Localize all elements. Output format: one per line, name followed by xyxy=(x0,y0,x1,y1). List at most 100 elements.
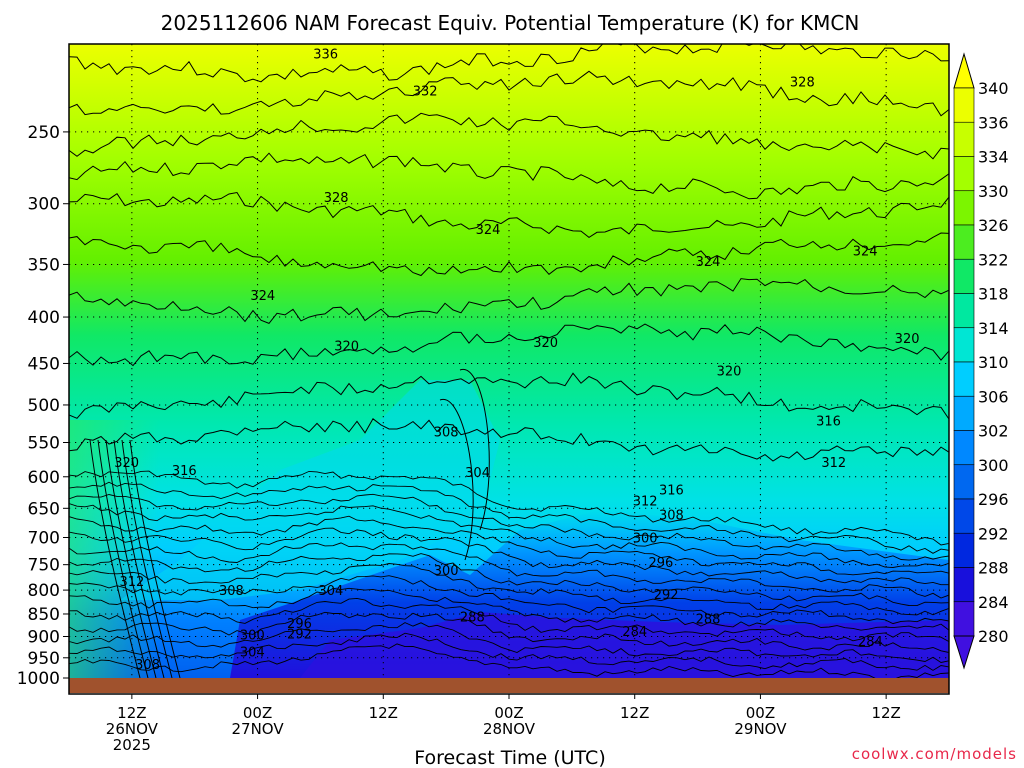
contour-label: 328 xyxy=(324,191,349,206)
colorbar-swatch xyxy=(953,464,975,500)
colorbar-swatch xyxy=(953,258,975,294)
contour-label: 288 xyxy=(460,610,485,625)
contour-label: 336 xyxy=(313,48,338,63)
colorbar-swatch xyxy=(953,190,975,226)
colorbar-label: 310 xyxy=(978,353,1009,372)
colorbar-swatch xyxy=(953,156,975,192)
x-axis-label: Forecast Time (UTC) xyxy=(414,747,605,768)
y-tick-label: 850 xyxy=(28,605,60,625)
credit-text: coolwx.com/models xyxy=(852,745,1017,763)
contour-line xyxy=(69,587,949,631)
colorbar-label: 326 xyxy=(978,216,1009,235)
contour-line xyxy=(69,553,949,607)
contour-label: 332 xyxy=(413,84,438,99)
contour-line xyxy=(69,563,949,616)
colorbar-swatch xyxy=(953,532,975,568)
contour-label: 324 xyxy=(696,255,721,270)
colorbar-swatch xyxy=(953,601,975,637)
contour-label: 312 xyxy=(821,456,846,471)
colorbar-swatch xyxy=(953,293,975,329)
x-tick-label: 12Z xyxy=(369,704,398,722)
y-tick-label: 800 xyxy=(28,581,60,601)
contour-line xyxy=(69,44,949,83)
colorbar-swatch xyxy=(953,327,975,363)
contour-label: 324 xyxy=(853,245,878,260)
contour-line xyxy=(69,527,949,586)
y-tick-label: 350 xyxy=(28,255,60,275)
colorbar-label: 296 xyxy=(978,490,1009,509)
contour-label: 296 xyxy=(287,617,312,632)
contour-line xyxy=(89,439,141,678)
x-tick-label: 12Z xyxy=(117,704,146,722)
contour-line xyxy=(105,439,157,678)
contour-line xyxy=(69,597,949,642)
colorbar-label: 284 xyxy=(978,593,1009,612)
colorbar-label: 292 xyxy=(978,524,1009,543)
contour-label: 316 xyxy=(172,464,197,479)
colorbar-label: 300 xyxy=(978,456,1009,475)
colorbar-label: 314 xyxy=(978,319,1009,338)
x-tick-label: 28NOV xyxy=(483,720,536,738)
contour-label: 316 xyxy=(816,414,841,429)
chart-title: 2025112606 NAM Forecast Equiv. Potential… xyxy=(161,11,860,35)
colorbar-label: 302 xyxy=(978,422,1009,441)
x-tick-label: 27NOV xyxy=(232,720,285,738)
y-tick-label: 700 xyxy=(28,528,60,548)
colorbar-swatch xyxy=(953,498,975,534)
contour-label: 320 xyxy=(533,336,558,351)
contour-label: 304 xyxy=(318,584,343,599)
contour-line xyxy=(129,439,181,678)
colorbar-label: 322 xyxy=(978,250,1009,269)
contour-label: 308 xyxy=(659,508,684,523)
y-tick-label: 250 xyxy=(28,123,60,143)
colorbar-swatch xyxy=(953,567,975,603)
contour-line xyxy=(69,542,949,599)
contour-label: 308 xyxy=(219,584,244,599)
contour-line xyxy=(69,112,949,160)
x-tick-label: 00Z xyxy=(746,704,775,722)
contour-label: 296 xyxy=(648,556,673,571)
colorbar-label: 340 xyxy=(978,79,1009,98)
colorbar-swatch xyxy=(953,87,975,123)
contour-line xyxy=(69,152,949,200)
contour-line xyxy=(69,515,949,576)
contour-label: 300 xyxy=(633,531,658,546)
contour-label: 308 xyxy=(434,426,459,441)
contour-label: 304 xyxy=(465,466,490,481)
contour-lines xyxy=(69,44,949,678)
contour-label: 300 xyxy=(434,564,459,579)
y-tick-label: 650 xyxy=(28,499,60,519)
y-tick-label: 550 xyxy=(28,433,60,453)
y-tick-label: 750 xyxy=(28,556,60,576)
y-tick-label: 400 xyxy=(28,308,60,328)
colorbar-label: 306 xyxy=(978,387,1009,406)
contour-label: 284 xyxy=(622,625,647,640)
x-tick-label: 00Z xyxy=(243,704,272,722)
y-tick-label: 900 xyxy=(28,627,60,647)
ground-strip xyxy=(69,678,949,693)
x-tick-label: 26NOV xyxy=(106,720,159,738)
y-tick-label: 600 xyxy=(28,468,60,488)
colorbar-swatch xyxy=(953,395,975,431)
gridlines xyxy=(69,44,949,678)
contour-label: 320 xyxy=(717,364,742,379)
contour-label: 320 xyxy=(895,332,920,347)
x-tick-label: 00Z xyxy=(494,704,523,722)
colorbar-label: 318 xyxy=(978,285,1009,304)
contour-line xyxy=(69,481,949,554)
y-tick-label: 300 xyxy=(28,195,60,215)
contour-label: 316 xyxy=(659,484,684,499)
colorbar-label: 280 xyxy=(978,627,1009,646)
contour-label: 292 xyxy=(654,588,679,603)
contour-label: 288 xyxy=(696,613,721,628)
colorbar-label: 336 xyxy=(978,113,1009,132)
colorbar-bottom-arrow xyxy=(953,635,975,670)
contour-line xyxy=(121,439,173,678)
y-tick-label: 950 xyxy=(28,649,60,669)
contour-label: 304 xyxy=(240,646,265,661)
colorbar-swatch xyxy=(953,121,975,157)
x-tick-label: 29NOV xyxy=(734,720,787,738)
colorbar-swatch xyxy=(953,430,975,466)
colorbar-swatch xyxy=(953,361,975,397)
